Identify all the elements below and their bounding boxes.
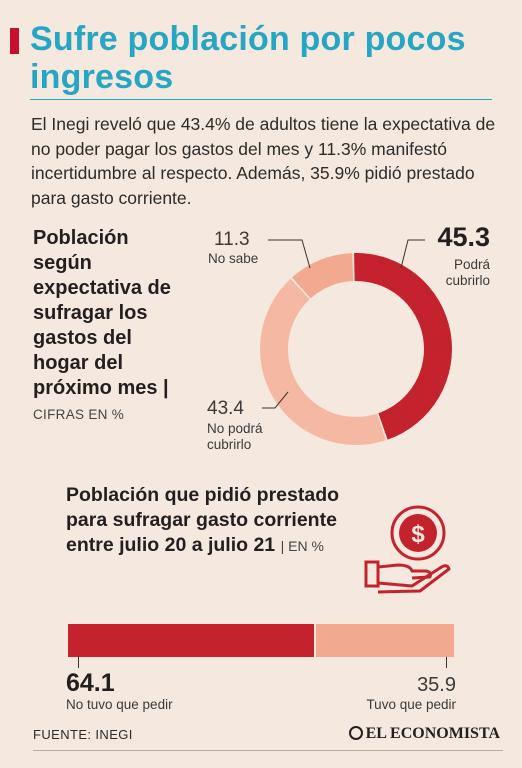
donut-label-no-podra-value: 43.4 [207,398,244,419]
money-hand-icon: $ [364,505,451,594]
dollar-coin-icon: $ [399,514,437,552]
brand-logo: EL ECONOMISTA [348,725,500,743]
bar-chart-title-text: Población que pidió prestado para sufrag… [66,484,340,556]
bottom-divider [33,750,503,751]
svg-text:$: $ [411,521,425,548]
bar-segment-tuvo [316,624,454,657]
intro-text: El Inegi reveló que 43.4% de adultos tie… [31,114,496,208]
bar-chart-units: | EN % [280,538,324,554]
brand-mark-icon [348,726,363,740]
donut-label-no-sabe-value: 11.3 [214,229,250,250]
donut-chart-units: CIFRAS EN % [33,407,125,422]
donut-slice-no-sabe [291,253,354,299]
bar-segment-no-tuvo [68,624,315,657]
donut-label-podra-value: 45.3 [437,222,490,252]
leader-line-no-podra [262,391,289,409]
bar-tick-tuvo [446,657,447,668]
page-title: Sufre población por pocos ingresos [30,20,466,96]
donut-chart-title: Población según expectativa de sufragar … [33,227,171,399]
bar-tick-no-tuvo [78,657,79,668]
donut-label-podra-text: Podrá cubrirlo [445,257,490,288]
source-note: FUENTE: INEGI [33,727,133,742]
stacked-bar [68,624,454,657]
bar-chart-title: Población que pidió prestado para sufrag… [66,483,356,559]
title-accent-bar [10,28,19,54]
donut-label-no-podra-text: No podrá cubrirlo [207,421,263,452]
bar-label-tuvo: Tuvo que pedir [366,697,456,712]
title-divider [30,99,492,100]
leader-line-no-sabe [268,239,311,269]
donut-label-no-sabe-text: No sabe [208,251,259,266]
bar-value-tuvo: 35.9 [417,674,456,696]
bar-value-no-tuvo: 64.1 [66,669,115,697]
bar-label-no-tuvo: No tuvo que pedir [66,697,173,712]
brand-name: EL ECONOMISTA [365,725,500,742]
